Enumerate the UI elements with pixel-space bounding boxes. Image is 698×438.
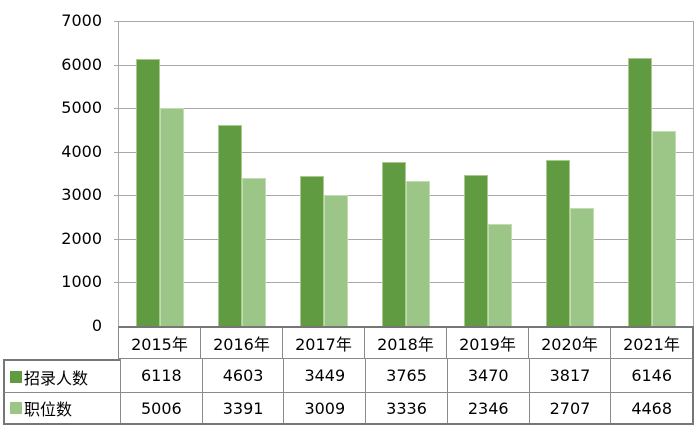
y-axis-tick-label: 0 (91, 316, 102, 335)
year-header-cell: 2017年 (282, 328, 364, 358)
series-name-label: 招录人数 (24, 368, 89, 388)
value-cell: 6118 (120, 359, 202, 392)
bar (652, 131, 676, 326)
table-header-row: 2015年 2016年 2017年 2018年 2019年 2020年 2021年 (118, 326, 694, 359)
series-name-label: 职位数 (24, 400, 73, 419)
value-cell: 3765 (365, 359, 447, 392)
bar (406, 180, 430, 326)
value-cell: 3470 (446, 359, 529, 392)
value-cell: 2346 (446, 393, 529, 423)
gridline (114, 64, 693, 66)
year-header-cell: 2021年 (610, 328, 692, 358)
table-data-row: 职位数 5006 3391 3009 3336 2346 2707 4468 (3, 392, 694, 425)
value-cell: 3009 (283, 393, 365, 423)
year-header-cell: 2019年 (446, 328, 528, 358)
value-cell: 3449 (283, 359, 365, 392)
plot-area (114, 21, 694, 326)
value-cell: 3817 (528, 359, 611, 392)
category-cell (529, 21, 611, 326)
bar (136, 59, 160, 326)
y-axis: 7000 6000 5000 4000 3000 2000 1000 0 (0, 0, 104, 438)
year-header-cell: 2020年 (528, 328, 610, 358)
category-cell (119, 21, 201, 326)
y-axis-tick-label: 1000 (61, 272, 102, 292)
data-table: 2015年 2016年 2017年 2018年 2019年 2020年 2021年招录人数 6… (3, 326, 694, 425)
y-axis-tick-label: 2000 (61, 228, 102, 248)
bar (324, 194, 348, 326)
y-axis-tick-label: 6000 (61, 54, 102, 74)
series-label-cell: 职位数 (5, 393, 120, 423)
bar (488, 223, 512, 326)
bar (218, 125, 242, 326)
year-header-cell: 2018年 (364, 328, 446, 358)
value-cell: 6146 (610, 359, 692, 392)
value-cell: 3391 (201, 393, 284, 423)
bar (464, 174, 488, 326)
category-cell (201, 21, 283, 326)
gridline (114, 21, 693, 22)
bar (546, 159, 570, 326)
table-data-row: 招录人数 6118 4603 3449 3765 3470 3817 6146 (3, 359, 694, 392)
y-axis-tick-label: 5000 (61, 98, 102, 118)
bar (242, 178, 266, 326)
gridline (114, 151, 693, 153)
y-axis-tick-label: 3000 (61, 185, 102, 205)
y-axis-tick-label: 7000 (61, 11, 102, 30)
bar (160, 107, 184, 326)
year-header-cell: 2015年 (131, 335, 188, 354)
category-cell (611, 21, 693, 326)
bar (628, 58, 652, 326)
category-cell (447, 21, 529, 326)
value-cell: 5006 (120, 393, 202, 423)
category-cell (365, 21, 447, 326)
category-cell (283, 21, 365, 326)
value-cell: 3336 (365, 393, 447, 423)
value-cell: 4468 (610, 393, 692, 423)
bar (570, 208, 594, 326)
bar (382, 161, 406, 326)
y-axis-tick-label: 4000 (61, 141, 102, 161)
bar (300, 175, 324, 326)
bars-layer (119, 21, 693, 326)
legend-swatch-icon (10, 402, 22, 414)
year-header-cell: 2016年 (200, 328, 282, 358)
legend-swatch-icon (10, 370, 22, 383)
gridline (114, 108, 693, 110)
value-cell: 4603 (201, 359, 284, 392)
series-label-cell: 招录人数 (5, 359, 120, 392)
value-cell: 2707 (528, 393, 611, 423)
